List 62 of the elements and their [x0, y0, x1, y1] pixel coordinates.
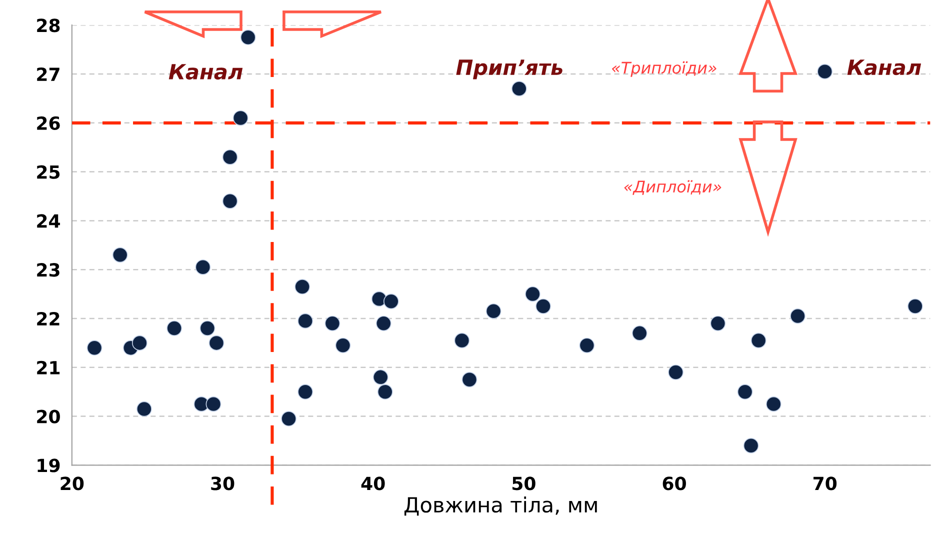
point [908, 298, 923, 314]
point [750, 332, 766, 348]
point [324, 316, 340, 332]
y-tick-label: 28 [37, 18, 60, 32]
point [112, 247, 128, 263]
point [166, 320, 182, 336]
point [454, 332, 470, 348]
point [383, 294, 399, 310]
point [579, 338, 595, 354]
x-tick-label: 60 [662, 476, 686, 490]
point [668, 364, 684, 380]
point [536, 298, 551, 314]
point [132, 335, 148, 351]
point [632, 325, 648, 341]
x-tick-label: 40 [361, 476, 385, 490]
point [766, 396, 782, 412]
x-tick-label: 30 [211, 476, 234, 490]
point [525, 286, 540, 302]
x-tick-label: 50 [512, 476, 536, 490]
y-tick-label: 23 [37, 263, 60, 277]
point [710, 316, 726, 332]
y-tick-label: 21 [37, 360, 60, 374]
annotation: Прип’ять [456, 60, 562, 80]
x-tick-label: 70 [814, 476, 837, 490]
point [208, 335, 224, 351]
y-tick-label: 24 [37, 214, 60, 228]
point [298, 384, 314, 400]
y-tick-label: 25 [37, 165, 60, 179]
y-tick-label: 27 [37, 67, 60, 81]
point [206, 396, 222, 412]
point [377, 384, 393, 400]
point [335, 338, 351, 354]
y-tick-label: 22 [37, 312, 60, 326]
point [462, 372, 478, 388]
point [195, 259, 211, 275]
y-tick-label: 20 [37, 410, 60, 424]
point [200, 320, 216, 336]
point [281, 411, 296, 426]
annotation: «Диплоїди» [624, 180, 722, 195]
annotation: «Триплоїди» [612, 61, 716, 77]
point [294, 279, 310, 294]
y-tick-label: 26 [37, 116, 60, 130]
point [222, 149, 238, 165]
y-tick-label: 19 [38, 458, 60, 472]
annotation: Канал [168, 64, 243, 80]
point [486, 303, 502, 319]
point [511, 80, 527, 96]
point [232, 110, 248, 126]
point [136, 401, 152, 417]
point [240, 30, 256, 46]
annotation: Канал [847, 60, 922, 76]
point [372, 369, 388, 385]
point [222, 193, 238, 209]
x-axis-title: Довжина тіла, мм [404, 496, 597, 516]
point [817, 64, 833, 80]
point [790, 308, 806, 324]
point [737, 384, 753, 400]
point [376, 316, 392, 332]
point [86, 340, 102, 356]
point [298, 313, 314, 329]
point [743, 438, 759, 454]
x-tick-label: 20 [60, 476, 84, 490]
